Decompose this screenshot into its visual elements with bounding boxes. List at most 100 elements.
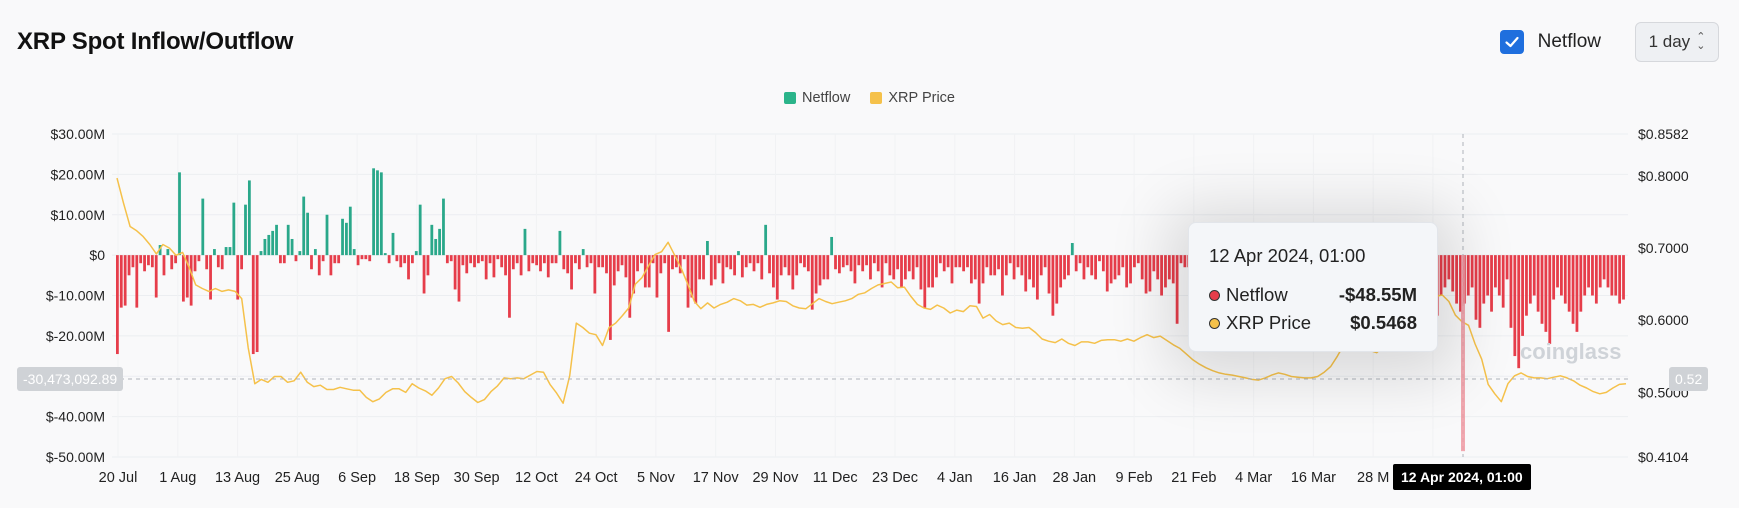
- netflow-bar: [803, 255, 806, 268]
- netflow-bar: [1614, 255, 1618, 296]
- netflow-bar: [1513, 255, 1517, 357]
- netflow-bar: [570, 255, 573, 290]
- right-axis-tick-label: $0.8582: [1638, 126, 1689, 142]
- netflow-bar: [213, 249, 216, 256]
- netflow-bar: [442, 198, 445, 256]
- netflow-bar: [228, 247, 232, 256]
- netflow-bar: [1152, 255, 1156, 272]
- chart-controls: Netflow 1 day ⌃ ⌄: [1499, 22, 1719, 62]
- netflow-bar: [209, 255, 212, 300]
- netflow-bar: [628, 255, 632, 318]
- netflow-bar: [717, 255, 721, 264]
- legend-item-netflow[interactable]: Netflow: [783, 90, 850, 106]
- netflow-bar: [247, 180, 251, 256]
- netflow-bar: [310, 255, 313, 270]
- right-axis-tick-label: $0.7000: [1638, 240, 1689, 256]
- interval-select[interactable]: 1 day ⌃ ⌄: [1635, 22, 1719, 62]
- x-axis-tick-label: 5 Nov: [637, 470, 676, 486]
- netflow-bar: [457, 255, 461, 302]
- netflow-bar: [193, 255, 197, 272]
- netflow-bar: [178, 172, 181, 256]
- netflow-bar: [158, 245, 162, 256]
- netflow-bar: [1474, 255, 1478, 320]
- netflow-bar: [1043, 255, 1047, 268]
- netflow-bar: [1094, 255, 1097, 280]
- left-axis-tick-label: $-20.00M: [46, 328, 105, 344]
- netflow-bar: [1001, 255, 1004, 296]
- netflow-bar: [1591, 255, 1594, 296]
- netflow-bar: [550, 255, 554, 264]
- netflow-checkbox-label[interactable]: Netflow: [1537, 31, 1601, 52]
- netflow-bar: [1105, 255, 1109, 292]
- netflow-bar: [399, 255, 403, 268]
- netflow-bar: [294, 255, 298, 262]
- netflow-bar: [197, 255, 201, 262]
- netflow-bar: [799, 255, 802, 264]
- netflow-bar: [170, 255, 174, 270]
- netflow-bar: [1439, 255, 1443, 296]
- netflow-bar: [469, 255, 473, 264]
- netflow-bar: [356, 255, 360, 266]
- tooltip-time: 12 Apr 2024, 01:00: [1209, 245, 1366, 266]
- netflow-bar: [1055, 255, 1059, 304]
- netflow-bar: [150, 255, 154, 268]
- netflow-bar: [286, 224, 290, 256]
- netflow-bar: [484, 255, 488, 280]
- netflow-bar: [189, 255, 193, 306]
- netflow-bar: [667, 255, 670, 332]
- netflow-bar: [896, 255, 900, 270]
- netflow-bar: [1606, 255, 1610, 288]
- netflow-bar: [1521, 255, 1524, 336]
- netflow-checkbox[interactable]: [1499, 30, 1524, 54]
- netflow-bar: [119, 255, 123, 308]
- netflow-bar: [1622, 255, 1625, 300]
- netflow-bar: [772, 255, 775, 288]
- netflow-bar: [601, 255, 605, 268]
- netflow-bar: [391, 232, 395, 256]
- netflow-bar: [1571, 255, 1575, 324]
- left-axis-tick-label: $-40.00M: [46, 409, 105, 425]
- netflow-bar: [1129, 255, 1132, 284]
- netflow-bar: [620, 255, 624, 266]
- netflow-bar: [838, 255, 841, 274]
- netflow-bar: [1455, 255, 1458, 304]
- netflow-bar: [655, 255, 659, 298]
- netflow-bar: [841, 255, 845, 268]
- netflow-bar: [554, 255, 558, 264]
- netflow-bar: [352, 249, 356, 256]
- netflow-bar: [888, 255, 892, 276]
- netflow-bar: [721, 255, 725, 284]
- netflow-bar: [647, 255, 651, 288]
- netflow-bar: [465, 255, 469, 274]
- netflow-bar: [1544, 255, 1548, 332]
- netflow-bar: [116, 255, 119, 355]
- x-axis-tick-label: 16 Jan: [993, 470, 1037, 486]
- netflow-bar: [251, 255, 255, 355]
- netflow-bar: [422, 255, 426, 294]
- x-axis-tick-label: 25 Aug: [275, 470, 320, 486]
- netflow-bar: [411, 255, 414, 264]
- netflow-bar: [1140, 255, 1144, 280]
- netflow-bar: [1035, 255, 1039, 300]
- left-axis-tick-label: $-50.00M: [46, 449, 105, 465]
- x-axis-tick-label: 21 Feb: [1171, 470, 1216, 486]
- netflow-bar: [271, 230, 275, 256]
- netflow-bar: [1024, 255, 1028, 292]
- netflow-bar: [255, 255, 259, 353]
- netflow-bar: [593, 255, 597, 294]
- netflow-bar: [1074, 255, 1078, 272]
- legend-item-xrp-price[interactable]: XRP Price: [870, 90, 955, 106]
- netflow-bar: [1466, 255, 1470, 296]
- netflow-bar: [616, 255, 620, 272]
- netflow-bar: [535, 255, 539, 266]
- netflow-bar: [201, 198, 205, 256]
- netflow-bar: [713, 255, 717, 280]
- netflow-bar: [166, 249, 170, 256]
- netflow-bar: [263, 238, 267, 256]
- netflow-bar: [1144, 255, 1148, 294]
- netflow-bar: [220, 255, 224, 270]
- netflow-bar: [845, 255, 849, 266]
- netflow-bar: [1012, 255, 1016, 280]
- netflow-bar: [1121, 255, 1125, 268]
